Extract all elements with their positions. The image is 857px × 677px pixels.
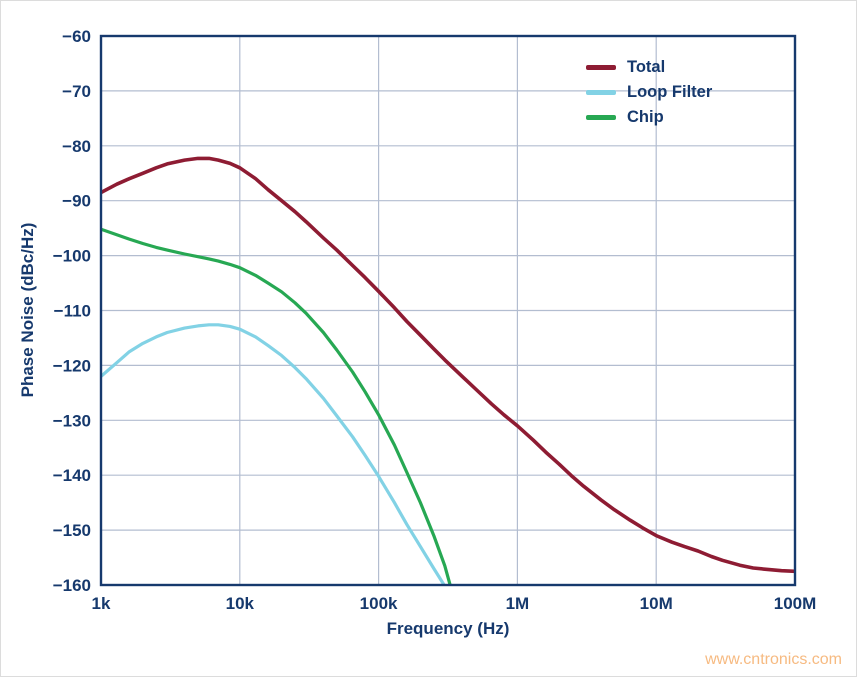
y-tick-label: −140 — [53, 466, 91, 485]
watermark-link[interactable]: www.cntronics.com — [705, 651, 842, 668]
legend-swatch-loop-filter — [586, 90, 616, 95]
y-tick-label: −120 — [53, 356, 91, 375]
x-tick-label: 100k — [360, 594, 398, 613]
legend-item-chip: Chip — [586, 107, 712, 128]
y-tick-label: −150 — [53, 521, 91, 540]
y-tick-label: −70 — [62, 82, 91, 101]
x-tick-label: 100M — [774, 594, 817, 613]
x-tick-label: 1M — [506, 594, 530, 613]
legend-label-chip: Chip — [627, 108, 664, 127]
chart-legend: Total Loop Filter Chip — [586, 57, 712, 128]
x-tick-label: 10M — [640, 594, 673, 613]
legend-label-total: Total — [627, 58, 666, 77]
x-tick-label: 10k — [226, 594, 255, 613]
x-axis-title: Frequency (Hz) — [386, 619, 510, 638]
y-tick-label: −160 — [53, 576, 91, 595]
series-line-loop-filter — [101, 323, 446, 585]
y-tick-label: −110 — [54, 301, 91, 320]
legend-item-total: Total — [586, 57, 712, 78]
x-tick-label: 1k — [92, 594, 111, 613]
series-line-total — [101, 156, 795, 574]
y-tick-label: −130 — [53, 411, 91, 430]
y-axis-title: Phase Noise (dBc/Hz) — [18, 222, 37, 398]
legend-swatch-total — [586, 65, 616, 70]
series-line-chip — [101, 227, 452, 585]
y-tick-label: −60 — [62, 27, 91, 46]
legend-swatch-chip — [586, 115, 616, 120]
y-tick-label: −80 — [62, 137, 91, 156]
legend-item-loop-filter: Loop Filter — [586, 82, 712, 103]
y-tick-label: −90 — [62, 192, 91, 211]
y-tick-label: −100 — [53, 247, 91, 266]
plot-border — [99, 34, 797, 587]
legend-label-loop-filter: Loop Filter — [627, 83, 713, 102]
